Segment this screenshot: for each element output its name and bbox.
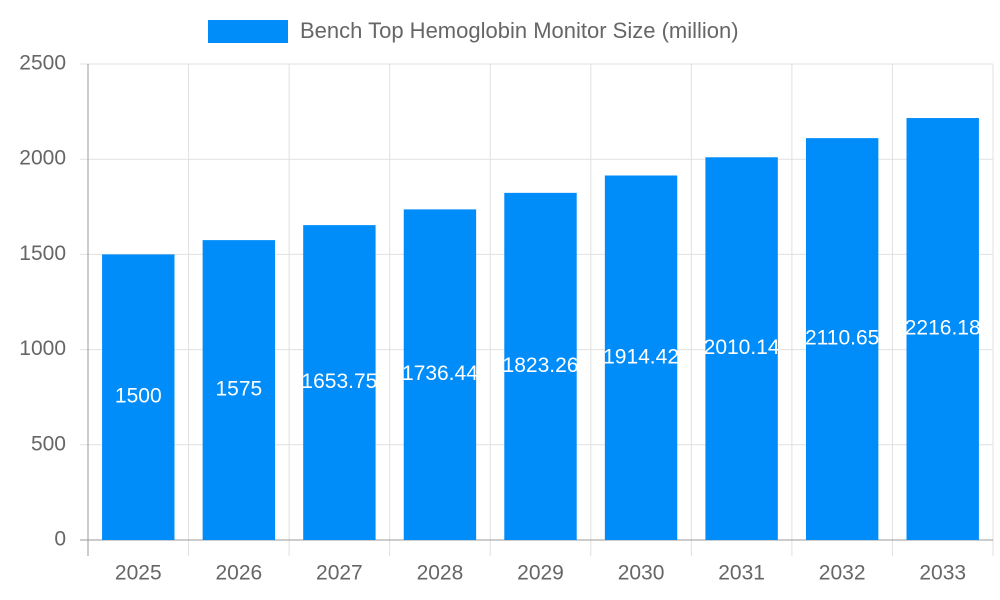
data-label: 1653.75: [301, 370, 377, 393]
x-tick-label: 2026: [215, 562, 262, 585]
data-label: 1736.44: [402, 362, 478, 385]
x-tick-label: 2029: [517, 562, 564, 585]
bar: [102, 254, 175, 540]
bar: [705, 157, 778, 540]
data-label: 1823.26: [503, 354, 579, 377]
legend-swatch: [208, 20, 288, 43]
bar: [303, 225, 376, 540]
data-label: 2216.18: [905, 317, 981, 340]
y-tick-label: 2000: [19, 147, 66, 170]
x-tick-label: 2025: [115, 562, 162, 585]
y-tick-label: 1000: [19, 337, 66, 360]
x-tick-label: 2032: [819, 562, 866, 585]
data-label: 1500: [115, 385, 162, 408]
x-tick-label: 2027: [316, 562, 363, 585]
data-label: 1575: [215, 378, 262, 401]
x-tick-label: 2031: [718, 562, 765, 585]
bar: [202, 240, 276, 540]
data-label: 2010.14: [704, 336, 780, 359]
bar: [805, 138, 879, 540]
bar: [403, 209, 477, 540]
bar: [906, 118, 979, 540]
x-tick-label: 2030: [618, 562, 665, 585]
y-tick-label: 500: [31, 432, 66, 455]
legend-label: Bench Top Hemoglobin Monitor Size (milli…: [300, 18, 739, 43]
data-label: 1914.42: [603, 345, 679, 368]
x-tick-label: 2028: [417, 562, 464, 585]
y-tick-label: 2500: [19, 52, 66, 75]
y-tick-label: 1500: [19, 242, 66, 265]
x-tick-label: 2033: [919, 562, 966, 585]
data-label: 2110.65: [805, 327, 879, 350]
legend: Bench Top Hemoglobin Monitor Size (milli…: [208, 18, 739, 43]
bar: [604, 175, 678, 540]
y-tick-label: 0: [54, 528, 66, 551]
bar: [504, 192, 577, 540]
